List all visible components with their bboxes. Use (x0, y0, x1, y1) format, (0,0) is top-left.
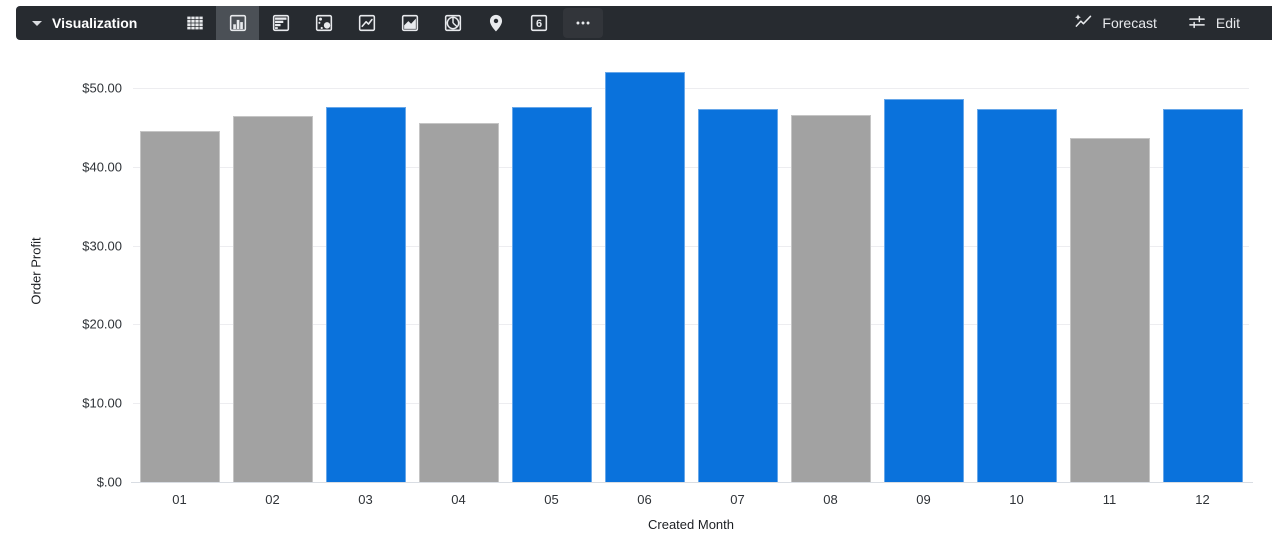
forecast-button[interactable]: Forecast (1065, 6, 1164, 40)
area-chart-icon (399, 12, 421, 34)
x-tick-label: 11 (1102, 492, 1117, 507)
bar-chart-horizontal-icon (270, 12, 292, 34)
bar-month-07[interactable] (697, 109, 778, 482)
edit-button[interactable]: Edit (1179, 6, 1248, 40)
pie-chart-icon (442, 12, 464, 34)
bar-month-09[interactable] (883, 99, 964, 482)
viz-icon-line-chart[interactable] (345, 6, 388, 40)
column-chart-icon (227, 12, 249, 34)
bar-month-05[interactable] (511, 106, 592, 482)
bar-month-01[interactable] (139, 131, 220, 482)
visualization-toolbar: Visualization 6 (16, 6, 1272, 40)
chevron-down-icon (32, 20, 42, 26)
edit-button-label: Edit (1215, 15, 1240, 31)
map-icon (485, 12, 507, 34)
bar-slot (1063, 137, 1156, 482)
bar-slot (319, 106, 412, 482)
x-tick-label: 06 (637, 492, 652, 507)
bar-slot (877, 99, 970, 482)
bar-slot (133, 131, 226, 482)
bar-slot (1156, 109, 1249, 482)
x-axis-line (131, 482, 1253, 483)
bar-month-12[interactable] (1162, 109, 1243, 482)
gridline (133, 87, 1249, 89)
x-tick-label: 05 (544, 492, 559, 507)
bar-slot (970, 109, 1063, 482)
x-tick-label: 10 (1009, 492, 1024, 507)
x-tick-label: 03 (358, 492, 373, 507)
viz-icon-bar-chart-horizontal[interactable] (259, 6, 302, 40)
y-tick-label: $10.00 (82, 395, 122, 411)
bar-month-08[interactable] (790, 114, 871, 482)
bar-month-04[interactable] (418, 122, 499, 482)
bar-month-06[interactable] (604, 72, 685, 482)
gridline (133, 324, 1249, 326)
visualization-dropdown-label: Visualization (52, 15, 138, 31)
bar-month-02[interactable] (232, 116, 313, 482)
viz-type-switcher: 6 (173, 6, 604, 40)
plot-area (131, 60, 1253, 483)
x-tick-label: 04 (451, 492, 466, 507)
tune-icon (1187, 12, 1207, 35)
line-chart-icon (356, 12, 378, 34)
viz-icon-map[interactable] (474, 6, 517, 40)
svg-text:6: 6 (536, 18, 542, 30)
more-viz-types-icon (572, 12, 594, 34)
x-axis-title: Created Month (648, 517, 734, 532)
gridline (133, 166, 1249, 168)
bar-month-11[interactable] (1069, 137, 1150, 482)
viz-icon-pie-chart[interactable] (431, 6, 474, 40)
bar-month-10[interactable] (976, 109, 1057, 482)
bars-container (133, 60, 1249, 482)
bar-slot (691, 109, 784, 482)
x-tick-label: 09 (916, 492, 931, 507)
viz-icon-more-viz-types[interactable] (563, 8, 604, 38)
y-tick-label: $30.00 (82, 238, 122, 254)
x-tick-label: 02 (265, 492, 280, 507)
gridline (133, 403, 1249, 405)
x-tick-label: 08 (823, 492, 838, 507)
bar-slot (226, 116, 319, 482)
viz-icon-scatter-chart[interactable] (302, 6, 345, 40)
visualization-dropdown[interactable]: Visualization (16, 6, 151, 40)
bar-month-03[interactable] (325, 106, 406, 482)
y-tick-label: $20.00 (82, 316, 122, 332)
viz-icon-table[interactable] (173, 6, 216, 40)
forecast-sparkline-icon (1073, 12, 1093, 35)
viz-icon-column-chart[interactable] (216, 6, 260, 40)
bar-slot (598, 72, 691, 482)
table-icon (184, 12, 206, 34)
gridline (133, 245, 1249, 247)
bar-slot (784, 114, 877, 482)
x-tick-label: 01 (172, 492, 187, 507)
viz-icon-area-chart[interactable] (388, 6, 431, 40)
bar-slot (505, 106, 598, 482)
forecast-button-label: Forecast (1102, 15, 1157, 31)
scatter-chart-icon (313, 12, 335, 34)
y-tick-label: $.00 (96, 474, 122, 490)
bar-slot (412, 122, 505, 482)
single-value-icon: 6 (528, 12, 550, 34)
viz-icon-single-value[interactable]: 6 (517, 6, 560, 40)
x-tick-label: 07 (730, 492, 745, 507)
y-tick-label: $50.00 (82, 80, 122, 96)
y-tick-label: $40.00 (82, 159, 122, 175)
toolbar-right-actions: Forecast Edit (1065, 6, 1272, 40)
x-tick-label: 12 (1195, 492, 1210, 507)
x-axis-ticks: 01 02 03 04 05 06 07 08 09 10 11 12 (133, 492, 1249, 507)
